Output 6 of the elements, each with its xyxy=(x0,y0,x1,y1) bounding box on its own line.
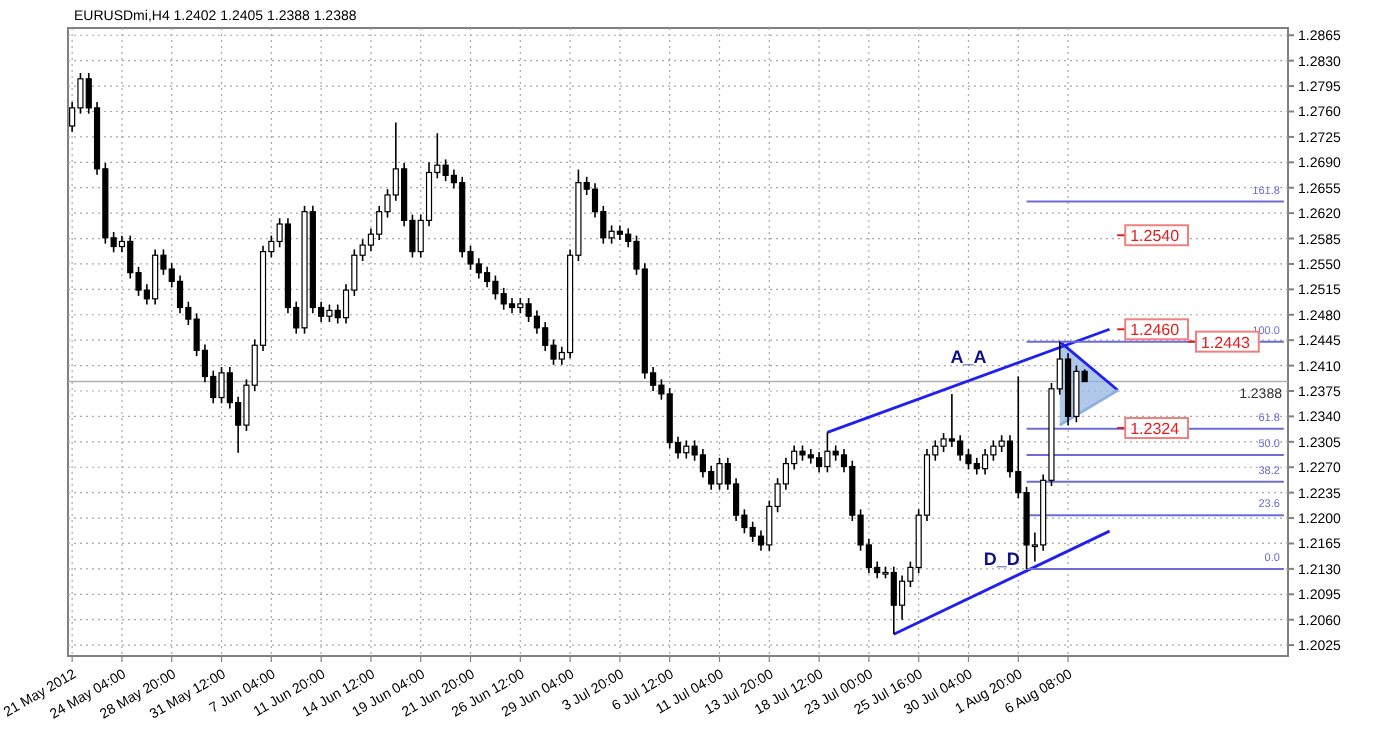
series-label: D_D xyxy=(983,548,1021,569)
annotation: 1.2540 xyxy=(1130,227,1181,246)
annotation: 1.2324 xyxy=(1130,420,1181,439)
annotation: 1.2460 xyxy=(1130,321,1181,340)
annotation: 1.2443 xyxy=(1201,333,1252,352)
series-label: A_A xyxy=(950,346,988,367)
